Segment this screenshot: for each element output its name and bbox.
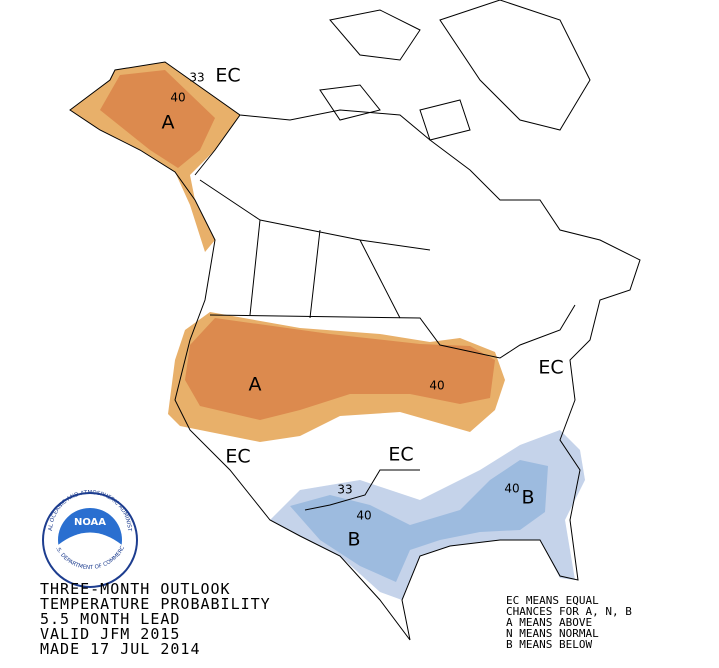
- legend-line: A MEANS ABOVE: [506, 616, 592, 629]
- contour-label: 40: [429, 379, 444, 393]
- border: [209, 304, 576, 359]
- region-label: EC: [538, 357, 563, 379]
- caption-line: TEMPERATURE PROBABILITY: [40, 595, 271, 613]
- caption-line: THREE-MONTH OUTLOOK: [40, 580, 231, 598]
- shading: [70, 62, 585, 600]
- legend: EC MEANS EQUAL CHANCES FOR A, N, B A MEA…: [506, 594, 632, 651]
- legend-line: EC MEANS EQUAL: [506, 594, 599, 607]
- border: [194, 114, 241, 176]
- below-40: [290, 460, 548, 582]
- region-label: A: [249, 374, 262, 396]
- caption-line: 5.5 MONTH LEAD: [40, 610, 180, 628]
- geography: [69, 0, 641, 641]
- above-40: [185, 318, 495, 420]
- legend-line: B MEANS BELOW: [506, 638, 592, 651]
- contour-label: 40: [356, 509, 371, 523]
- contour-label: 40: [504, 482, 519, 496]
- region-label: A: [162, 112, 175, 134]
- border: [304, 469, 420, 511]
- caption-line: MADE 17 JUL 2014: [40, 640, 201, 658]
- region-label: EC: [215, 65, 240, 87]
- region-label: B: [347, 529, 360, 551]
- map-labels: 33 EC 40 A A 40 EC EC EC 33 40 B 40 B: [162, 65, 564, 551]
- contour-label: 40: [170, 91, 185, 105]
- legend-line: N MEANS NORMAL: [506, 627, 599, 640]
- caption: THREE-MONTH OUTLOOK TEMPERATURE PROBABIL…: [40, 580, 271, 658]
- region-label: EC: [225, 446, 250, 468]
- coastline: [69, 61, 641, 641]
- provinces: [199, 179, 431, 319]
- caption-line: VALID JFM 2015: [40, 625, 180, 643]
- logo-bird: [58, 532, 122, 577]
- contour-label: 33: [337, 483, 352, 497]
- legend-line: CHANCES FOR A, N, B: [506, 605, 632, 618]
- logo-name: NOAA: [74, 517, 106, 528]
- region-label: EC: [388, 444, 413, 466]
- islands: [319, 0, 591, 141]
- contour-label: 33: [189, 71, 204, 85]
- region-label: B: [521, 487, 534, 509]
- above-40: [100, 70, 215, 168]
